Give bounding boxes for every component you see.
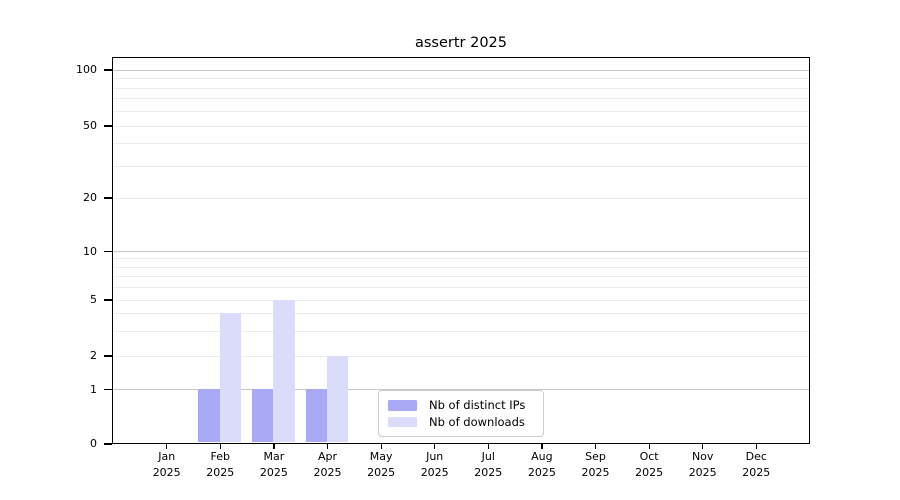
x-tick-label-sep: Sep 2025: [581, 450, 610, 479]
x-tick-mark: [702, 444, 704, 449]
minor-gridline: [113, 330, 809, 332]
minor-gridline: [113, 165, 809, 167]
bar-downloads-apr: [327, 355, 349, 442]
legend-swatch-downloads: [388, 416, 417, 427]
y-tick-label: 50: [83, 119, 97, 132]
x-tick-mark: [487, 444, 489, 449]
x-tick-mark: [166, 444, 168, 449]
x-tick-label-dec: Dec 2025: [742, 450, 771, 479]
x-tick-mark: [326, 444, 329, 449]
minor-gridline: [113, 98, 809, 100]
minor-gridline: [113, 313, 809, 315]
legend-swatch-distinct-ips: [388, 400, 417, 411]
bar-distinct-ips-mar: [252, 389, 274, 442]
minor-gridline: [113, 258, 809, 260]
major-gridline: [113, 69, 809, 71]
x-tick-mark: [273, 444, 275, 449]
minor-gridline: [113, 110, 809, 112]
chart-title: assertr 2025: [414, 35, 508, 51]
y-tick-label: 2: [90, 349, 97, 362]
legend-item-downloads: Nb of downloads: [388, 414, 534, 431]
x-tick-label-nov: Nov 2025: [688, 450, 717, 479]
y-tick-label: 10: [83, 244, 97, 258]
y-tick-mark: [103, 355, 112, 357]
x-tick-label-jun: Jun 2025: [420, 450, 449, 479]
y-tick-mark: [103, 69, 112, 71]
y-tick-mark: [103, 443, 112, 445]
x-tick-mark: [755, 444, 757, 449]
y-tick-mark: [103, 125, 112, 127]
major-gridline: [113, 125, 809, 127]
y-tick-mark: [103, 250, 112, 253]
legend-item-distinct-ips: Nb of distinct IPs: [388, 397, 534, 414]
y-tick-label: 20: [83, 191, 97, 204]
major-gridline: [113, 389, 809, 390]
minor-gridline: [113, 78, 809, 79]
y-tick-label: 5: [90, 293, 97, 306]
legend: Nb of distinct IPs Nb of downloads: [378, 390, 544, 437]
minor-gridline: [113, 266, 809, 268]
x-tick-label-oct: Oct 2025: [635, 450, 664, 479]
bar-downloads-mar: [273, 299, 295, 442]
minor-gridline: [113, 286, 809, 288]
x-tick-mark: [380, 444, 382, 449]
x-tick-mark: [594, 444, 597, 449]
minor-gridline: [113, 143, 809, 145]
y-tick-mark: [103, 299, 112, 301]
bar-distinct-ips-feb: [198, 389, 220, 442]
plot-area: [112, 57, 810, 444]
major-gridline: [113, 299, 809, 301]
x-tick-label-jan: Jan 2025: [152, 450, 181, 479]
major-gridline: [113, 251, 809, 252]
minor-gridline: [113, 87, 809, 89]
major-gridline: [113, 197, 809, 199]
legend-label-distinct-ips: Nb of distinct IPs: [429, 398, 526, 413]
y-tick-label: 100: [76, 63, 97, 76]
bar-downloads-feb: [219, 313, 242, 442]
x-tick-label-apr: Apr 2025: [313, 450, 342, 479]
x-tick-label-feb: Feb 2025: [206, 450, 235, 479]
y-tick-label: 1: [90, 382, 97, 396]
legend-label-downloads: Nb of downloads: [429, 414, 525, 429]
y-tick-mark: [103, 197, 112, 199]
y-tick-mark: [103, 388, 112, 391]
bar-distinct-ips-apr: [305, 389, 327, 442]
x-tick-mark: [219, 444, 221, 449]
minor-gridline: [113, 275, 809, 277]
major-gridline: [113, 355, 809, 357]
y-tick-label: 0: [90, 437, 97, 450]
x-tick-label-jul: Jul 2025: [474, 450, 503, 479]
x-tick-mark: [648, 444, 650, 449]
x-tick-label-may: May 2025: [367, 450, 396, 479]
x-tick-mark: [434, 444, 436, 449]
x-tick-label-aug: Aug 2025: [527, 450, 556, 479]
x-tick-label-mar: Mar 2025: [259, 450, 288, 479]
x-tick-mark: [541, 444, 543, 449]
